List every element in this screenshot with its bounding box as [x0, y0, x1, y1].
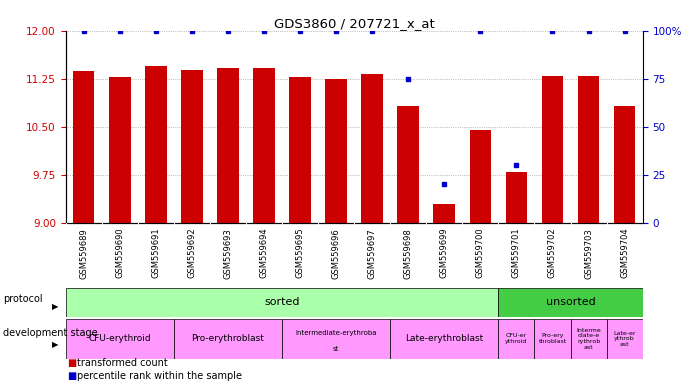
- Text: percentile rank within the sample: percentile rank within the sample: [77, 371, 243, 381]
- Bar: [506, 172, 527, 223]
- Text: development stage: development stage: [3, 328, 98, 338]
- Text: GSM559696: GSM559696: [332, 228, 341, 278]
- Bar: [174, 319, 282, 359]
- Bar: [145, 66, 167, 223]
- Text: GSM559690: GSM559690: [115, 228, 124, 278]
- Bar: [571, 319, 607, 359]
- Text: GSM559702: GSM559702: [548, 228, 557, 278]
- Bar: [614, 106, 636, 223]
- Bar: [66, 288, 498, 317]
- Text: unsorted: unsorted: [546, 297, 596, 308]
- Bar: [542, 76, 563, 223]
- Text: Late-er
ythrob
ast: Late-er ythrob ast: [614, 331, 636, 347]
- Bar: [290, 78, 311, 223]
- Text: ▶: ▶: [53, 302, 59, 311]
- Text: GSM559697: GSM559697: [368, 228, 377, 278]
- Title: GDS3860 / 207721_x_at: GDS3860 / 207721_x_at: [274, 17, 435, 30]
- Text: Late-erythroblast: Late-erythroblast: [405, 334, 484, 343]
- Bar: [390, 319, 498, 359]
- Text: GSM559704: GSM559704: [620, 228, 629, 278]
- Text: GSM559691: GSM559691: [151, 228, 160, 278]
- Bar: [578, 76, 599, 223]
- Bar: [253, 68, 275, 223]
- Text: GSM559699: GSM559699: [439, 228, 448, 278]
- Text: CFU-erythroid: CFU-erythroid: [88, 334, 151, 343]
- Text: GSM559694: GSM559694: [260, 228, 269, 278]
- Text: GSM559695: GSM559695: [296, 228, 305, 278]
- Bar: [109, 77, 131, 223]
- Text: GSM559700: GSM559700: [476, 228, 485, 278]
- Text: GSM559689: GSM559689: [79, 228, 88, 278]
- Text: Pro-ery
throblast: Pro-ery throblast: [538, 333, 567, 344]
- Bar: [607, 319, 643, 359]
- Bar: [361, 74, 383, 223]
- Bar: [325, 79, 347, 223]
- Bar: [433, 204, 455, 223]
- Text: GSM559692: GSM559692: [187, 228, 196, 278]
- Bar: [469, 130, 491, 223]
- Bar: [73, 71, 95, 223]
- Text: GSM559693: GSM559693: [223, 228, 232, 278]
- Text: Pro-erythroblast: Pro-erythroblast: [191, 334, 265, 343]
- Text: Intermediate-erythroba: Intermediate-erythroba: [295, 330, 377, 336]
- Bar: [498, 288, 643, 317]
- Text: GSM559701: GSM559701: [512, 228, 521, 278]
- Bar: [66, 319, 174, 359]
- Text: st: st: [333, 346, 339, 352]
- Bar: [534, 319, 571, 359]
- Bar: [498, 319, 534, 359]
- Text: Interme
diate-e
rythrob
ast: Interme diate-e rythrob ast: [576, 328, 601, 350]
- Bar: [397, 106, 419, 223]
- Text: protocol: protocol: [3, 293, 43, 304]
- Text: transformed count: transformed count: [77, 358, 168, 368]
- Text: GSM559703: GSM559703: [584, 228, 593, 278]
- Text: ■: ■: [67, 358, 76, 368]
- Text: sorted: sorted: [264, 297, 300, 308]
- Bar: [181, 70, 202, 223]
- Bar: [217, 68, 239, 223]
- Text: ▶: ▶: [53, 340, 59, 349]
- Text: ■: ■: [67, 371, 76, 381]
- Text: GSM559698: GSM559698: [404, 228, 413, 278]
- Bar: [282, 319, 390, 359]
- Text: CFU-er
ythroid: CFU-er ythroid: [505, 333, 528, 344]
